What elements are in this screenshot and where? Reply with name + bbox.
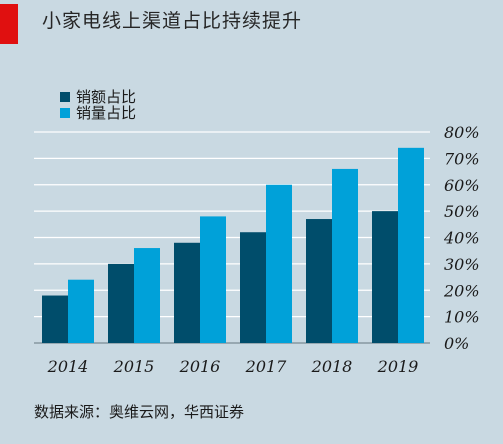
y-tick-label: 0% xyxy=(444,334,469,353)
bar-sales-volume xyxy=(398,147,424,343)
bar-sales-amount xyxy=(108,263,134,343)
legend-label: 销量占比 xyxy=(76,104,136,122)
legend-swatch xyxy=(60,92,70,102)
y-tick-label: 80% xyxy=(444,123,480,142)
bar-sales-volume xyxy=(332,168,358,343)
bar-sales-volume xyxy=(200,216,226,343)
y-tick-label: 40% xyxy=(443,229,480,248)
bar-sales-amount xyxy=(240,232,266,343)
x-tick-label: 2018 xyxy=(311,357,353,376)
y-tick-label: 20% xyxy=(443,281,480,300)
gridlines xyxy=(34,131,430,344)
y-tick-label: 70% xyxy=(444,149,480,168)
chart-title: 小家电线上渠道占比持续提升 xyxy=(42,10,303,32)
y-tick-label: 30% xyxy=(444,255,480,274)
y-tick-label: 10% xyxy=(444,308,480,327)
y-tick-label: 50% xyxy=(444,202,480,221)
x-tick-label: 2016 xyxy=(179,357,221,376)
x-tick-label: 2014 xyxy=(47,357,89,376)
bar-series xyxy=(42,147,424,343)
legend-label: 销额占比 xyxy=(76,88,136,106)
data-source-note: 数据来源：奥维云网，华西证券 xyxy=(34,403,245,421)
bar-sales-amount xyxy=(42,295,68,343)
bar-sales-volume xyxy=(266,184,292,343)
bar-sales-amount xyxy=(306,219,332,343)
x-tick-label: 2019 xyxy=(377,357,419,376)
y-tick-label: 60% xyxy=(444,176,480,195)
bar-sales-amount xyxy=(174,242,200,343)
x-axis-ticks: 2014 2015 2016 2017 2018 2019 xyxy=(47,357,419,376)
title-accent-bar xyxy=(0,4,18,44)
bar-sales-volume xyxy=(68,279,94,343)
legend-swatch xyxy=(60,108,70,118)
x-tick-label: 2017 xyxy=(245,357,288,376)
bar-sales-amount xyxy=(372,211,398,343)
bar-sales-volume xyxy=(134,248,160,343)
x-tick-label: 2015 xyxy=(113,357,155,376)
y-axis-ticks: 0% 10% 20% 30% 40% 50% 60% 70% 80% xyxy=(443,123,480,353)
